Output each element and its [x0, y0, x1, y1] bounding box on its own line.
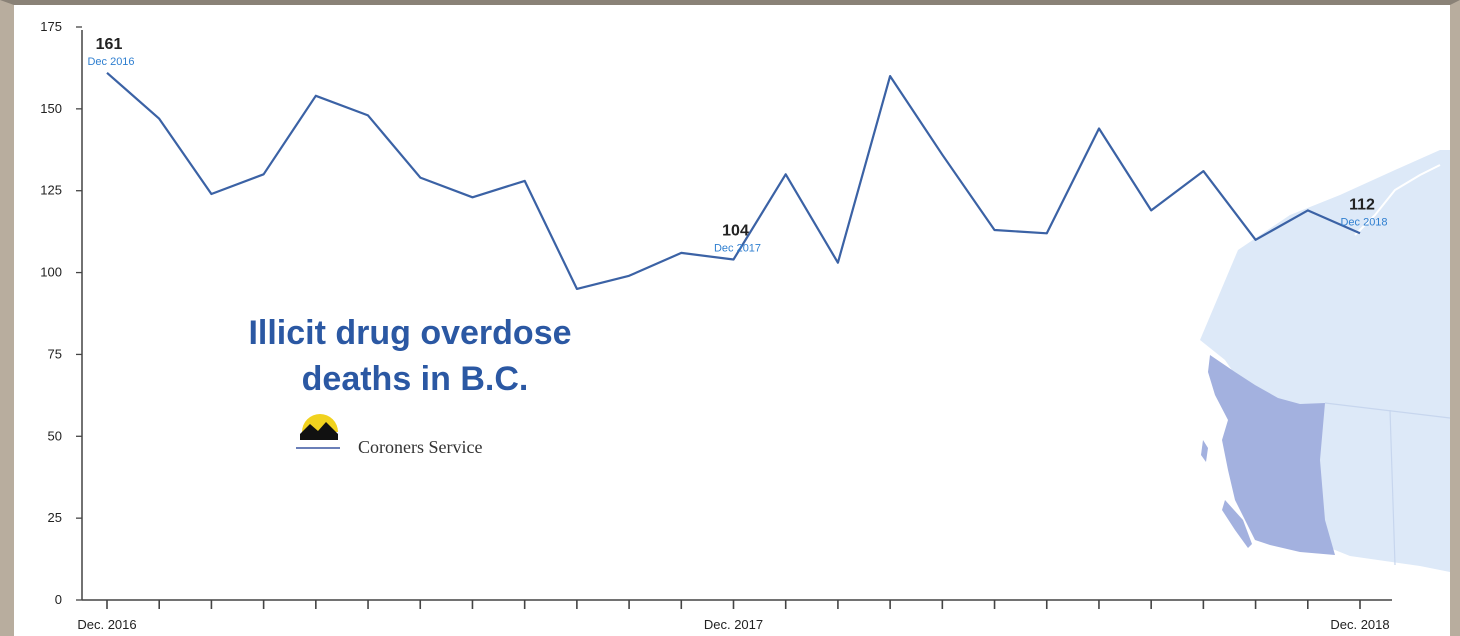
canada-map-region	[1200, 150, 1450, 572]
coroners-service-label: Coroners Service	[358, 437, 482, 457]
arctic-coastline	[1354, 164, 1441, 236]
y-tick-label: 125	[40, 183, 62, 198]
y-tick-label: 150	[40, 101, 62, 116]
coroners-service-logo: Coroners Service	[296, 414, 482, 457]
y-tick-label: 75	[48, 346, 62, 361]
chart-title-line-2: deaths in B.C.	[302, 360, 529, 398]
annotation-value: 112	[1349, 196, 1375, 213]
y-axis-ticks: 0 25 50 75 100 125 150 175	[40, 19, 82, 607]
y-tick-label: 175	[40, 19, 62, 34]
annotation-date: Dec 2016	[87, 56, 134, 68]
provincial-border	[1389, 409, 1396, 566]
series-line	[106, 71, 1361, 290]
haida-gwaii	[1201, 440, 1208, 462]
y-tick-label: 0	[55, 592, 62, 607]
annotation-value: 104	[722, 222, 749, 239]
point-annotations: 161 Dec 2016 104 Dec 2017 112 Dec 2018	[87, 36, 1387, 255]
y-tick-label: 50	[48, 428, 62, 443]
annotation-date: Dec 2018	[1340, 216, 1387, 228]
y-tick-label: 100	[40, 265, 62, 280]
x-tick-label: Dec. 2018	[1330, 617, 1389, 632]
y-tick-label: 25	[48, 510, 62, 525]
canada-map-graphic	[1200, 150, 1451, 572]
x-tick-label: Dec. 2016	[77, 617, 136, 632]
mountains-emblem	[300, 422, 338, 440]
x-tick-label: Dec. 2017	[704, 617, 763, 632]
bc-province-region	[1208, 355, 1335, 555]
annotation-value: 161	[96, 36, 123, 53]
vancouver-island	[1222, 500, 1252, 548]
provincial-border	[1324, 402, 1451, 419]
x-axis-ticks: Dec. 2016 Dec. 2017 Dec. 2018	[77, 600, 1390, 632]
emblem-baseline	[296, 447, 340, 449]
annotation-date: Dec 2017	[714, 242, 761, 254]
chart-title-line-1: Illicit drug overdose	[248, 314, 571, 352]
